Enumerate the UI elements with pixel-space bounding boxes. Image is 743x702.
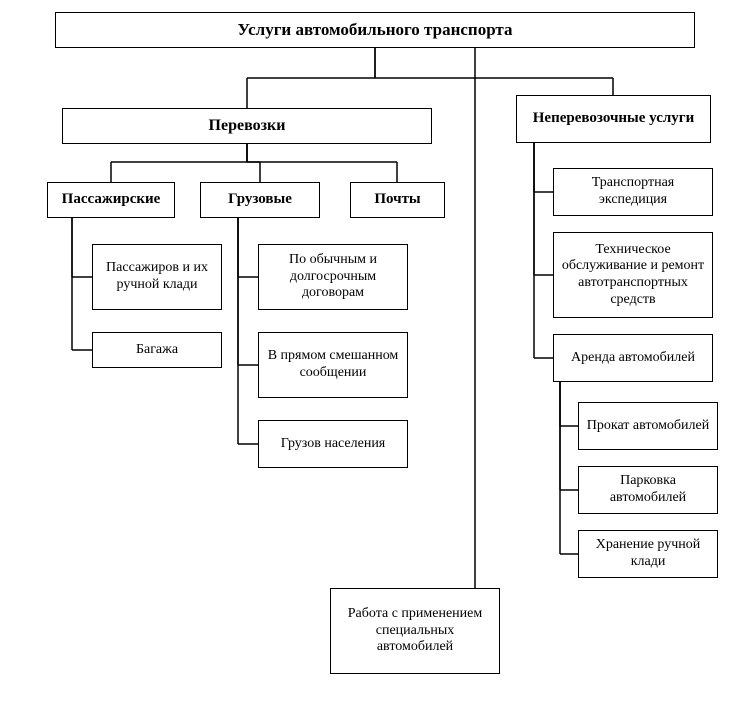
- node-root: Услуги автомобильного транспорта: [55, 12, 695, 48]
- node-pass: Пассажирские: [47, 182, 175, 218]
- node-cargo3: Грузов населения: [258, 420, 408, 468]
- node-nt5: Парковка автомобилей: [578, 466, 718, 514]
- node-nt3: Аренда автомобилей: [553, 334, 713, 382]
- node-mail: Почты: [350, 182, 445, 218]
- node-pass2: Багажа: [92, 332, 222, 368]
- node-pass1: Пассажиров и их ручной клади: [92, 244, 222, 310]
- node-nt2: Техническое обслуживание и ремонт автотр…: [553, 232, 713, 318]
- node-cargo2: В прямом смешанном сообщении: [258, 332, 408, 398]
- node-nt6: Хранение ручной клади: [578, 530, 718, 578]
- node-cargo1: По обычным и долгосрочным договорам: [258, 244, 408, 310]
- node-nt4: Прокат автомобилей: [578, 402, 718, 450]
- diagram-canvas: Услуги автомобильного транспорта Перевозк…: [0, 0, 743, 702]
- node-cargo: Грузовые: [200, 182, 320, 218]
- node-nontrans: Неперевозочные услуги: [516, 95, 711, 143]
- node-special: Работа с применением специальных автомоб…: [330, 588, 500, 674]
- node-transport: Перевозки: [62, 108, 432, 144]
- node-nt1: Транспортная экспедиция: [553, 168, 713, 216]
